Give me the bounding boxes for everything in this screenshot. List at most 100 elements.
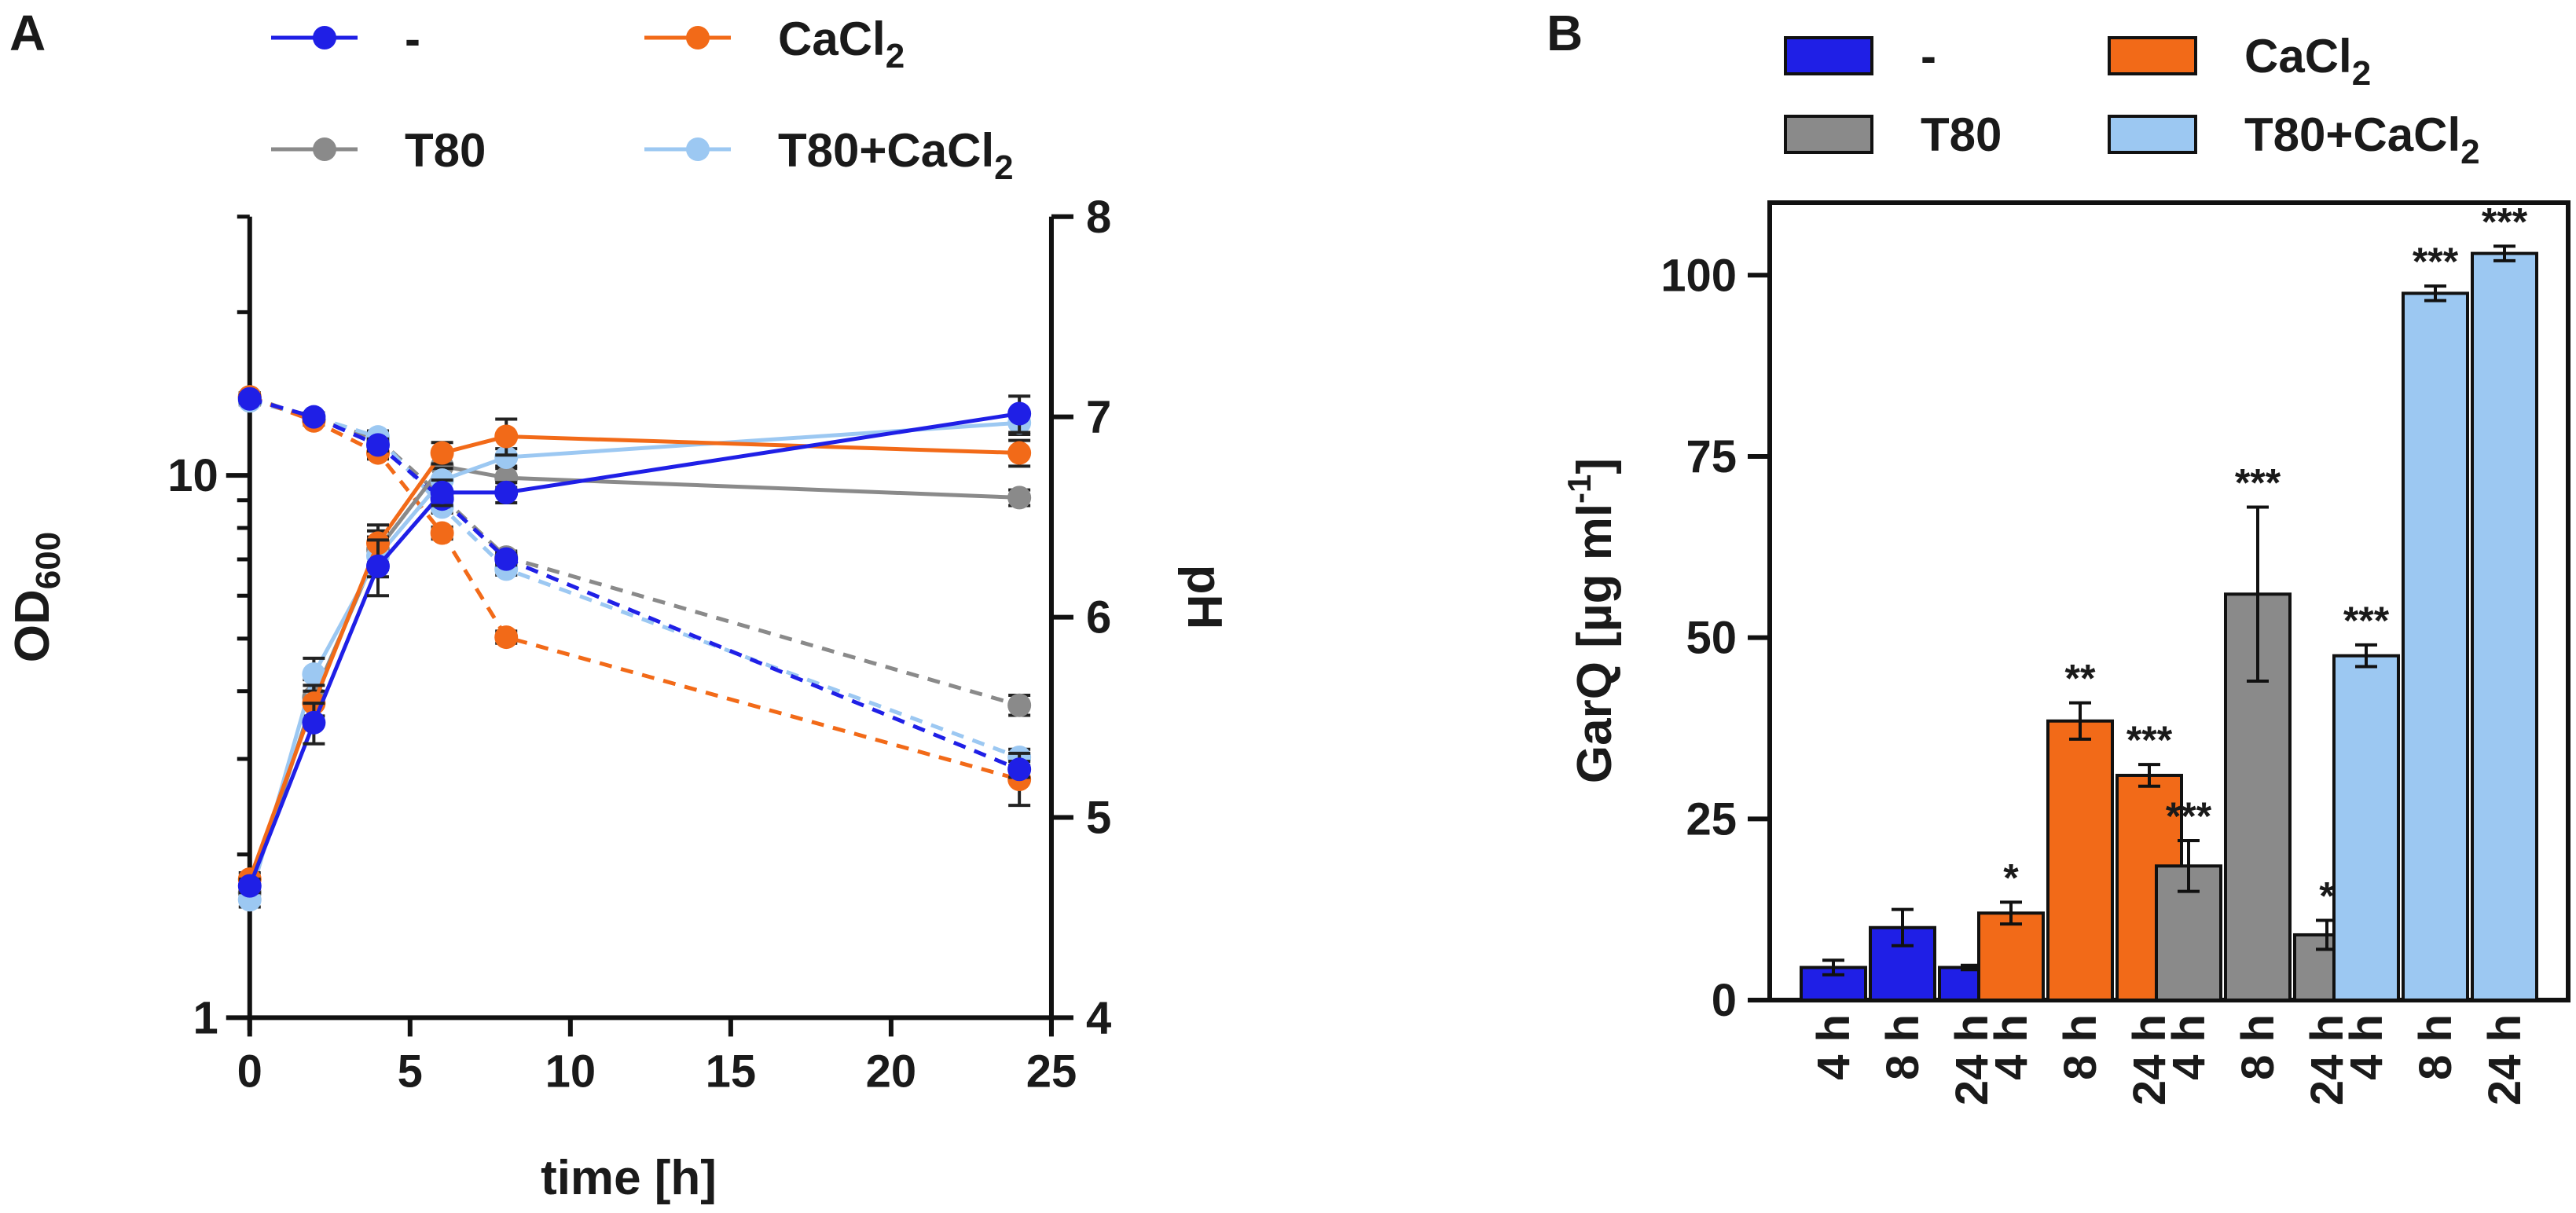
y-axis-right-title: pH (1177, 565, 1231, 630)
panel-a-label: A (9, 5, 46, 61)
x-tick-label: 25 (1026, 1046, 1077, 1097)
x-tick-label: 20 (866, 1046, 917, 1097)
od-series-none (237, 394, 1032, 898)
od-series-line (248, 420, 1020, 900)
y-left-tick-label: 1 (193, 992, 218, 1043)
ph-series-line (249, 397, 1021, 771)
x-axis-title: time [h] (541, 1151, 717, 1205)
bar-time-label: 8 h (2410, 1014, 2461, 1080)
legend-b-label: T80 (1921, 108, 2002, 161)
x-tick-label: 5 (398, 1046, 423, 1097)
legend-a-entry-t80: T80 (271, 124, 486, 177)
legend-a-marker (313, 26, 336, 49)
bar (2155, 864, 2222, 1002)
bar-time-label: 24 h (2302, 1014, 2353, 1105)
bar-time-label: 4 h (2163, 1014, 2215, 1080)
bar-time-label: 24 h (2124, 1014, 2175, 1105)
od-series-point (365, 554, 390, 578)
legend-a-marker (313, 137, 336, 161)
od-series-line (248, 434, 1020, 881)
ph-series-t80cacl2 (237, 389, 1032, 770)
significance-label: *** (2235, 461, 2281, 505)
legend-b-entry-none: - (1784, 30, 1936, 82)
ph-series-point (494, 547, 519, 571)
legend-b-entry-t80: T80 (1784, 108, 2002, 161)
legend-a-entry-cacl2: CaCl2 (644, 13, 905, 75)
garq-axis-title: GarQ [µg ml-1] (1561, 458, 1622, 783)
garq-y-tick-label: 0 (1712, 975, 1737, 1026)
legend-b-label-main: T80+CaCl (2244, 108, 2460, 161)
y-axis-left-title-sub: 600 (29, 532, 68, 589)
garq-y-tick-label: 75 (1686, 431, 1737, 482)
bar (2471, 251, 2538, 1002)
legend-a-label-main: - (405, 13, 420, 65)
bar-group-none: 4 h 8 h 24 h (1800, 907, 2005, 1105)
y-axis-left-title-main: OD (6, 589, 60, 662)
significance-label: ** (2065, 657, 2096, 701)
significance-label: * (2319, 874, 2335, 918)
bar-time-label: 4 h (2341, 1014, 2392, 1080)
od-series-point (1007, 441, 1032, 465)
ph-series-point (494, 625, 519, 650)
legend-b-swatch (1784, 115, 1873, 154)
legend-b-label: T80+CaCl2 (2244, 108, 2480, 171)
y-right-tick-label: 6 (1086, 592, 1111, 643)
garq-y-tick-label: 50 (1686, 613, 1737, 664)
garq-axis-title-end: ] (1568, 458, 1622, 475)
y-right-tick-label: 4 (1086, 992, 1111, 1043)
garq-y-tick-label: 25 (1686, 793, 1737, 845)
bar-group-t80cacl2: *** 4 h *** 8 h *** 24 h (2332, 200, 2538, 1105)
od-series-point (494, 424, 519, 449)
legend-a-label: T80 (405, 124, 486, 177)
legend-b-entry-t80cacl2: T80+CaCl2 (2108, 108, 2480, 171)
ph-series-point (237, 387, 262, 411)
od-series-point (430, 441, 454, 465)
garq-y-tick-label: 100 (1660, 250, 1737, 301)
y-left-tick-label: 10 (167, 450, 218, 501)
panel-a-od-series (237, 394, 1032, 912)
y-right-tick-label: 5 (1086, 792, 1111, 843)
y-right-tick-label: 8 (1086, 192, 1111, 243)
od-series-point (302, 662, 326, 687)
significance-label: *** (2343, 599, 2390, 643)
significance-label: * (2003, 856, 2019, 900)
legend-b-label-sub: 2 (2352, 54, 2371, 93)
od-series-cacl2 (237, 417, 1032, 892)
x-tick-label: 15 (706, 1046, 757, 1097)
legend-a-entry-none: - (271, 13, 420, 65)
bar-time-label: 4 h (1808, 1014, 1859, 1080)
bar (2332, 654, 2400, 1002)
legend-b-swatch (2108, 36, 2197, 75)
legend-a-label: T80+CaCl2 (778, 124, 1014, 187)
legend-b-label-main: T80 (1921, 108, 2002, 161)
ph-series-point (302, 405, 326, 429)
panel-b-label: B (1547, 5, 1583, 61)
legend-a-label-main: T80+CaCl (778, 124, 994, 177)
bar-time-label: 8 h (2055, 1014, 2106, 1080)
bar-time-label: 24 h (1947, 1014, 1998, 1105)
legend-b-label-sub: 2 (2460, 133, 2479, 171)
legend-a-marker (686, 137, 710, 161)
od-series-line (248, 412, 1020, 887)
legend-a-label: - (405, 13, 420, 65)
od-series-point (302, 710, 326, 735)
significance-label: *** (2166, 794, 2212, 838)
ph-series-point (365, 433, 390, 457)
legend-b-swatch (2108, 115, 2197, 154)
y-axis-left-title: OD600 (6, 532, 68, 662)
panel-a-ph-series (237, 385, 1032, 808)
legend-a-label-main: T80 (405, 124, 486, 177)
od-series-t80 (237, 453, 1032, 905)
bar-time-label: 8 h (2233, 1014, 2284, 1080)
od-series-point (237, 874, 262, 898)
bar (1977, 911, 2045, 1002)
legend-a-label: CaCl2 (778, 13, 905, 75)
legend-a-entry-t80cacl2: T80+CaCl2 (644, 124, 1014, 187)
od-series-point (494, 445, 519, 470)
bar-time-label: 24 h (2479, 1014, 2530, 1105)
bar (2402, 291, 2469, 1002)
garq-axis-title-sup: -1 (1561, 475, 1598, 504)
